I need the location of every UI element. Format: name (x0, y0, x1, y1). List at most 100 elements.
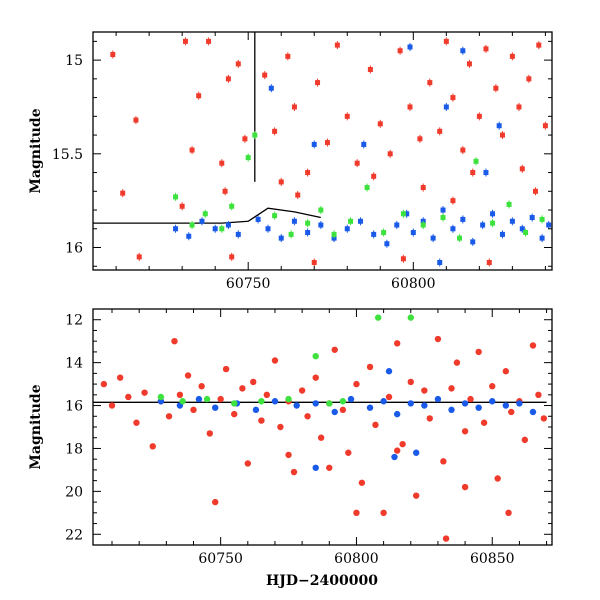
top-blue-point (437, 258, 443, 267)
bottom-red-point (326, 464, 333, 471)
bottom-y-tick-label: 16 (65, 399, 83, 415)
top-red-point (206, 37, 212, 46)
bottom-red-point (116, 374, 124, 381)
bottom-red-point (222, 365, 230, 373)
bottom-green-point (407, 314, 414, 321)
top-blue-point (305, 228, 311, 237)
bottom-y-tick-label: 14 (65, 356, 83, 372)
bottom-blue-point (393, 410, 401, 418)
top-y-tick-label: 15.5 (52, 147, 83, 163)
top-blue-point (483, 168, 489, 177)
top-blue-point (546, 221, 552, 230)
bottom-red-point (399, 440, 406, 448)
bottom-blue-point (366, 404, 374, 411)
bottom-blue-point (252, 406, 260, 414)
top-red-point (483, 44, 489, 53)
bottom-blue-point (271, 398, 279, 405)
top-blue-point (311, 140, 317, 149)
top-red-point (242, 134, 248, 143)
top-green-point (523, 228, 529, 237)
bottom-red-point (149, 443, 156, 450)
bottom-red-point (198, 383, 205, 390)
bottom-panel-frame (92, 308, 553, 546)
top-red-point (278, 177, 284, 186)
bottom-red-point (190, 406, 197, 414)
bottom-red-point (494, 475, 501, 482)
top-red-point (420, 183, 426, 192)
top-red-point (179, 202, 185, 211)
bottom-green-point (326, 400, 333, 407)
top-red-point (427, 78, 433, 87)
bottom-red-point (141, 389, 148, 396)
bottom-red-point (206, 430, 213, 437)
top-red-point (532, 187, 538, 196)
bottom-red-point (239, 385, 246, 392)
bottom-red-point (413, 492, 420, 499)
bottom-red-point (250, 378, 257, 386)
bottom-red-point (442, 535, 450, 542)
bottom-red-point (407, 378, 414, 386)
top-blue-point (225, 221, 231, 230)
bottom-blue-point (448, 406, 455, 414)
top-blue-point (443, 102, 449, 111)
bottom-red-point (217, 395, 224, 403)
bottom-blue-point (195, 395, 203, 403)
top-green-point (245, 153, 251, 162)
top-green-point (400, 209, 406, 218)
top-panel-ticks: 60750 60800 15 15.5 16 (52, 32, 552, 292)
top-blue-point (499, 230, 505, 239)
bottom-red-point (133, 419, 140, 426)
top-red-point (450, 196, 456, 205)
top-blue-point (460, 215, 466, 224)
bottom-series-red (100, 335, 548, 542)
top-blue-point (371, 230, 377, 239)
bottom-panel: 60750 60800 60850 12 14 16 18 20 22 Magnitude HJ… (28, 308, 553, 589)
top-red-point (400, 254, 406, 263)
bottom-blue-point (347, 395, 355, 403)
top-red-point (516, 102, 522, 111)
top-red-point (437, 127, 443, 136)
top-blue-point (318, 221, 324, 230)
top-y-tick-label: 15 (65, 53, 83, 69)
top-red-point (417, 134, 423, 143)
top-red-point (443, 37, 449, 46)
top-blue-point (235, 230, 241, 239)
top-green-point (219, 224, 225, 233)
top-blue-point (212, 224, 218, 233)
bottom-red-point (304, 413, 311, 420)
bottom-y-tick-label: 22 (65, 527, 83, 543)
bottom-red-point (171, 337, 178, 345)
bottom-y-tick-label: 12 (65, 313, 83, 329)
bottom-y-tick-label: 20 (65, 484, 83, 500)
top-x-tick-label: 60750 (226, 276, 271, 292)
bottom-red-point (212, 498, 219, 506)
bottom-blue-point (212, 404, 219, 411)
top-red-point (387, 149, 393, 158)
top-ylabel: Magnitude (28, 108, 44, 193)
bottom-panel-ticks: 60750 60800 60850 12 14 16 18 20 22 (65, 308, 552, 567)
top-blue-point (173, 224, 179, 233)
top-blue-point (470, 237, 476, 246)
bottom-green-point (312, 353, 319, 360)
bottom-blue-point (421, 402, 428, 409)
top-blue-point (268, 84, 274, 93)
bottom-x-tick-label: 60800 (334, 551, 379, 567)
top-green-point (305, 219, 311, 228)
top-green-point (348, 217, 354, 226)
top-blue-point (450, 224, 456, 233)
top-red-point (519, 164, 525, 173)
bottom-green-point (285, 395, 292, 403)
bottom-red-point (461, 428, 469, 435)
bottom-blue-point (489, 398, 496, 405)
top-blue-point (407, 42, 413, 51)
top-x-tick-label: 60800 (391, 276, 436, 292)
bottom-blue-point (407, 400, 414, 407)
top-red-point (493, 84, 499, 93)
top-green-point (331, 230, 337, 239)
bottom-red-point (317, 434, 325, 441)
top-blue-point (509, 217, 515, 226)
bottom-red-point (372, 421, 379, 429)
bottom-y-tick-label: 18 (65, 441, 83, 457)
bottom-red-point (258, 417, 265, 424)
bottom-blue-point (461, 400, 469, 407)
